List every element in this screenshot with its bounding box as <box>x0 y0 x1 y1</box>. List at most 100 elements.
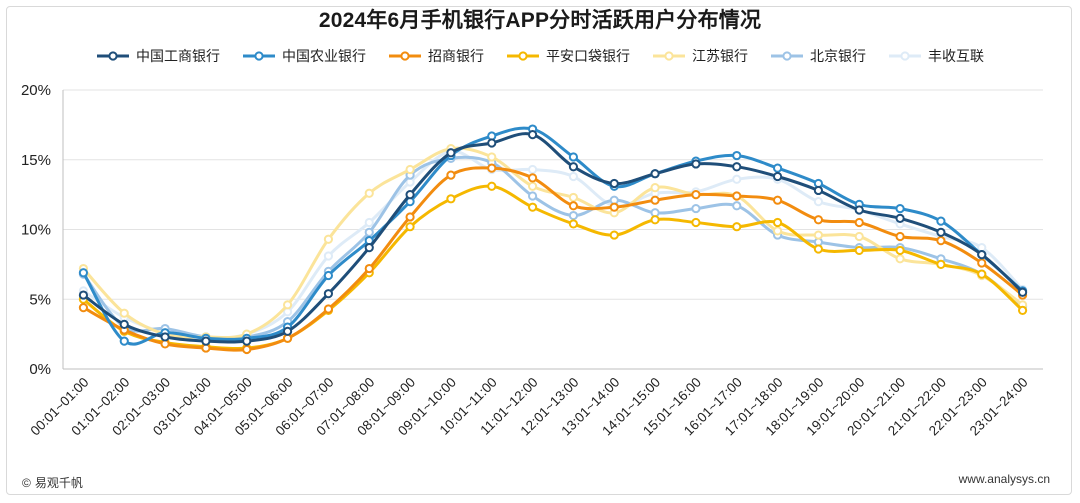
data-point <box>977 258 987 268</box>
data-point <box>527 130 538 140</box>
data-point <box>323 234 334 244</box>
data-point <box>527 202 538 212</box>
series-line <box>82 146 1024 340</box>
chart-legend: 中国工商银行 中国农业银行 招商银行 平安口袋银行 江苏银行 北京银行 丰收互联 <box>0 46 1080 66</box>
data-point <box>78 303 89 313</box>
data-point <box>854 217 864 228</box>
website-label: www.analysys.cn <box>958 472 1050 486</box>
y-tick-label: 0% <box>29 361 51 378</box>
legend-label: 中国工商银行 <box>136 48 220 64</box>
data-point <box>201 336 211 346</box>
data-point <box>813 244 824 254</box>
data-point <box>772 163 783 173</box>
data-point <box>732 174 742 184</box>
legend-item: 招商银行 <box>388 46 484 66</box>
legend-item: 江苏银行 <box>652 46 748 66</box>
data-point <box>119 308 129 318</box>
data-point <box>364 227 374 237</box>
data-point <box>813 230 824 240</box>
data-point <box>568 192 579 203</box>
source-text: 易观千帆 <box>34 476 83 490</box>
data-point <box>772 171 783 182</box>
chart-title: 2024年6月手机银行APP分时活跃用户分布情况 <box>318 9 762 32</box>
legend-label: 北京银行 <box>810 48 866 64</box>
legend-swatch <box>507 51 539 61</box>
data-point <box>936 259 946 269</box>
y-tick-label: 15% <box>21 152 51 169</box>
data-point <box>568 171 579 182</box>
data-point <box>895 203 905 214</box>
legend-item: 中国工商银行 <box>96 46 220 66</box>
data-point <box>487 163 497 173</box>
data-point <box>895 254 905 264</box>
legend-item: 平安口袋银行 <box>506 46 630 66</box>
data-point <box>323 251 334 261</box>
y-tick-label: 10% <box>21 222 51 239</box>
data-point <box>487 152 497 162</box>
data-point <box>282 300 293 310</box>
data-point <box>732 150 742 161</box>
data-point <box>813 197 824 207</box>
data-point <box>1017 287 1028 297</box>
data-point <box>650 169 660 179</box>
data-point <box>732 201 742 211</box>
legend-swatch <box>653 51 685 61</box>
data-point <box>732 191 742 201</box>
series-line <box>82 132 1024 344</box>
data-point <box>527 173 538 183</box>
legend-swatch <box>389 51 421 61</box>
legend-swatch <box>97 51 129 61</box>
data-point <box>691 190 701 200</box>
data-point <box>650 215 660 225</box>
data-point <box>527 191 538 201</box>
data-point <box>364 263 374 274</box>
data-point <box>691 159 701 169</box>
legend-label: 丰收互联 <box>928 48 984 64</box>
series-line <box>82 149 1024 340</box>
data-point <box>936 216 946 226</box>
data-point <box>282 326 293 336</box>
y-tick-label: 5% <box>29 291 51 308</box>
legend-swatch <box>243 51 275 61</box>
data-point <box>609 202 619 212</box>
data-point <box>609 178 619 189</box>
data-point <box>977 269 987 279</box>
data-point <box>568 219 579 229</box>
data-point <box>895 213 905 223</box>
data-point <box>1017 305 1028 316</box>
legend-swatch <box>771 51 803 61</box>
data-point <box>405 222 415 232</box>
data-point <box>854 245 864 256</box>
data-point <box>242 336 252 346</box>
data-point <box>446 148 456 158</box>
data-point <box>119 319 129 329</box>
data-point <box>813 215 824 225</box>
data-point <box>936 236 946 246</box>
data-point <box>364 243 374 253</box>
data-point <box>609 230 619 240</box>
legend-item: 中国农业银行 <box>242 46 366 66</box>
data-point <box>813 185 824 196</box>
data-point <box>242 344 252 355</box>
data-point <box>446 194 456 204</box>
data-point <box>568 152 579 162</box>
copyright-icon: © <box>22 475 31 490</box>
legend-label: 平安口袋银行 <box>546 48 630 64</box>
data-point <box>854 231 864 242</box>
data-point <box>650 183 660 193</box>
data-point <box>78 290 89 300</box>
legend-item: 丰收互联 <box>888 46 984 66</box>
data-point <box>487 181 497 191</box>
data-point <box>119 336 129 346</box>
data-point <box>323 304 334 314</box>
data-point <box>405 164 415 175</box>
data-point <box>405 190 415 200</box>
legend-label: 招商银行 <box>428 48 484 64</box>
data-point <box>405 212 415 222</box>
data-point <box>895 245 905 256</box>
data-point <box>160 332 170 342</box>
data-point <box>323 289 334 299</box>
data-point <box>895 231 905 242</box>
data-point <box>568 210 579 221</box>
